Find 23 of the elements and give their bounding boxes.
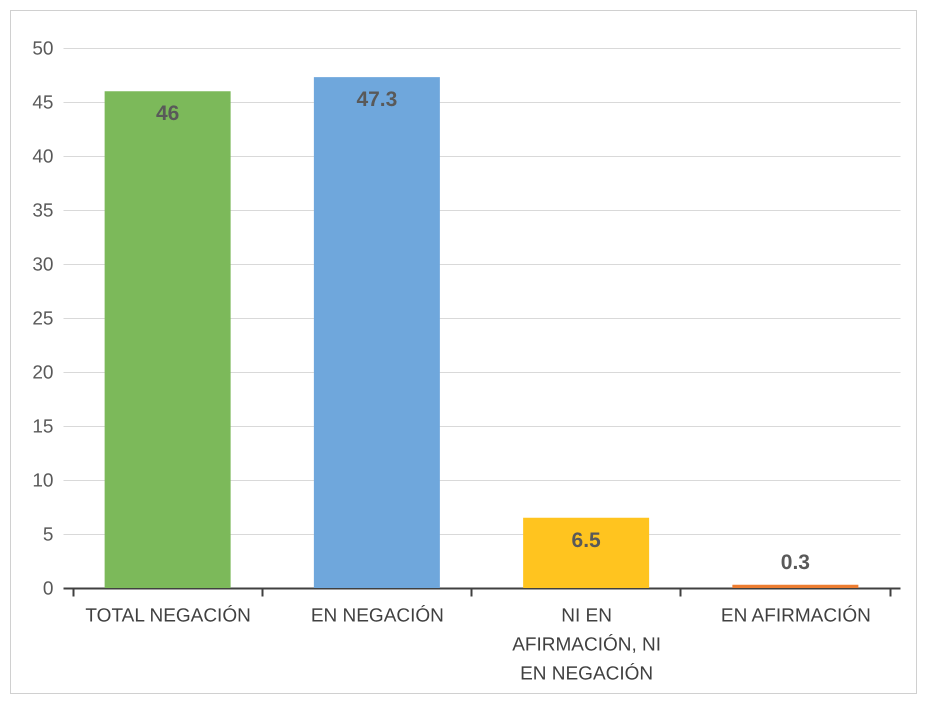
y-tick-label: 10	[32, 470, 54, 492]
bar	[523, 518, 650, 588]
data-label: 0.3	[780, 550, 810, 574]
y-tick-label: 25	[32, 308, 54, 330]
bar	[104, 91, 231, 588]
y-tick-label: 50	[32, 38, 54, 60]
x-tick-label: TOTAL NEGACIÓN	[85, 604, 251, 626]
y-tick-label: 45	[32, 92, 54, 114]
x-tick-label: NI EN AFIRMACIÓN, NI EN NEGACIÓN	[512, 606, 662, 684]
y-tick-label: 40	[32, 146, 54, 168]
data-label: 47.3	[356, 88, 398, 112]
y-tick-label: 0	[42, 578, 54, 600]
data-label: 6.5	[572, 528, 602, 552]
x-tick-label: EN NEGACIÓN	[310, 604, 444, 626]
y-tick-label: 20	[32, 362, 54, 384]
data-label: 46	[156, 102, 180, 126]
x-tick-label: EN AFIRMACIÓN	[720, 604, 871, 626]
y-tick-label: 30	[32, 254, 54, 276]
bar	[732, 584, 858, 588]
y-tick-label: 35	[32, 200, 54, 222]
y-tick-label: 5	[42, 524, 54, 546]
y-tick-label: 15	[32, 416, 54, 438]
bar	[314, 77, 440, 588]
